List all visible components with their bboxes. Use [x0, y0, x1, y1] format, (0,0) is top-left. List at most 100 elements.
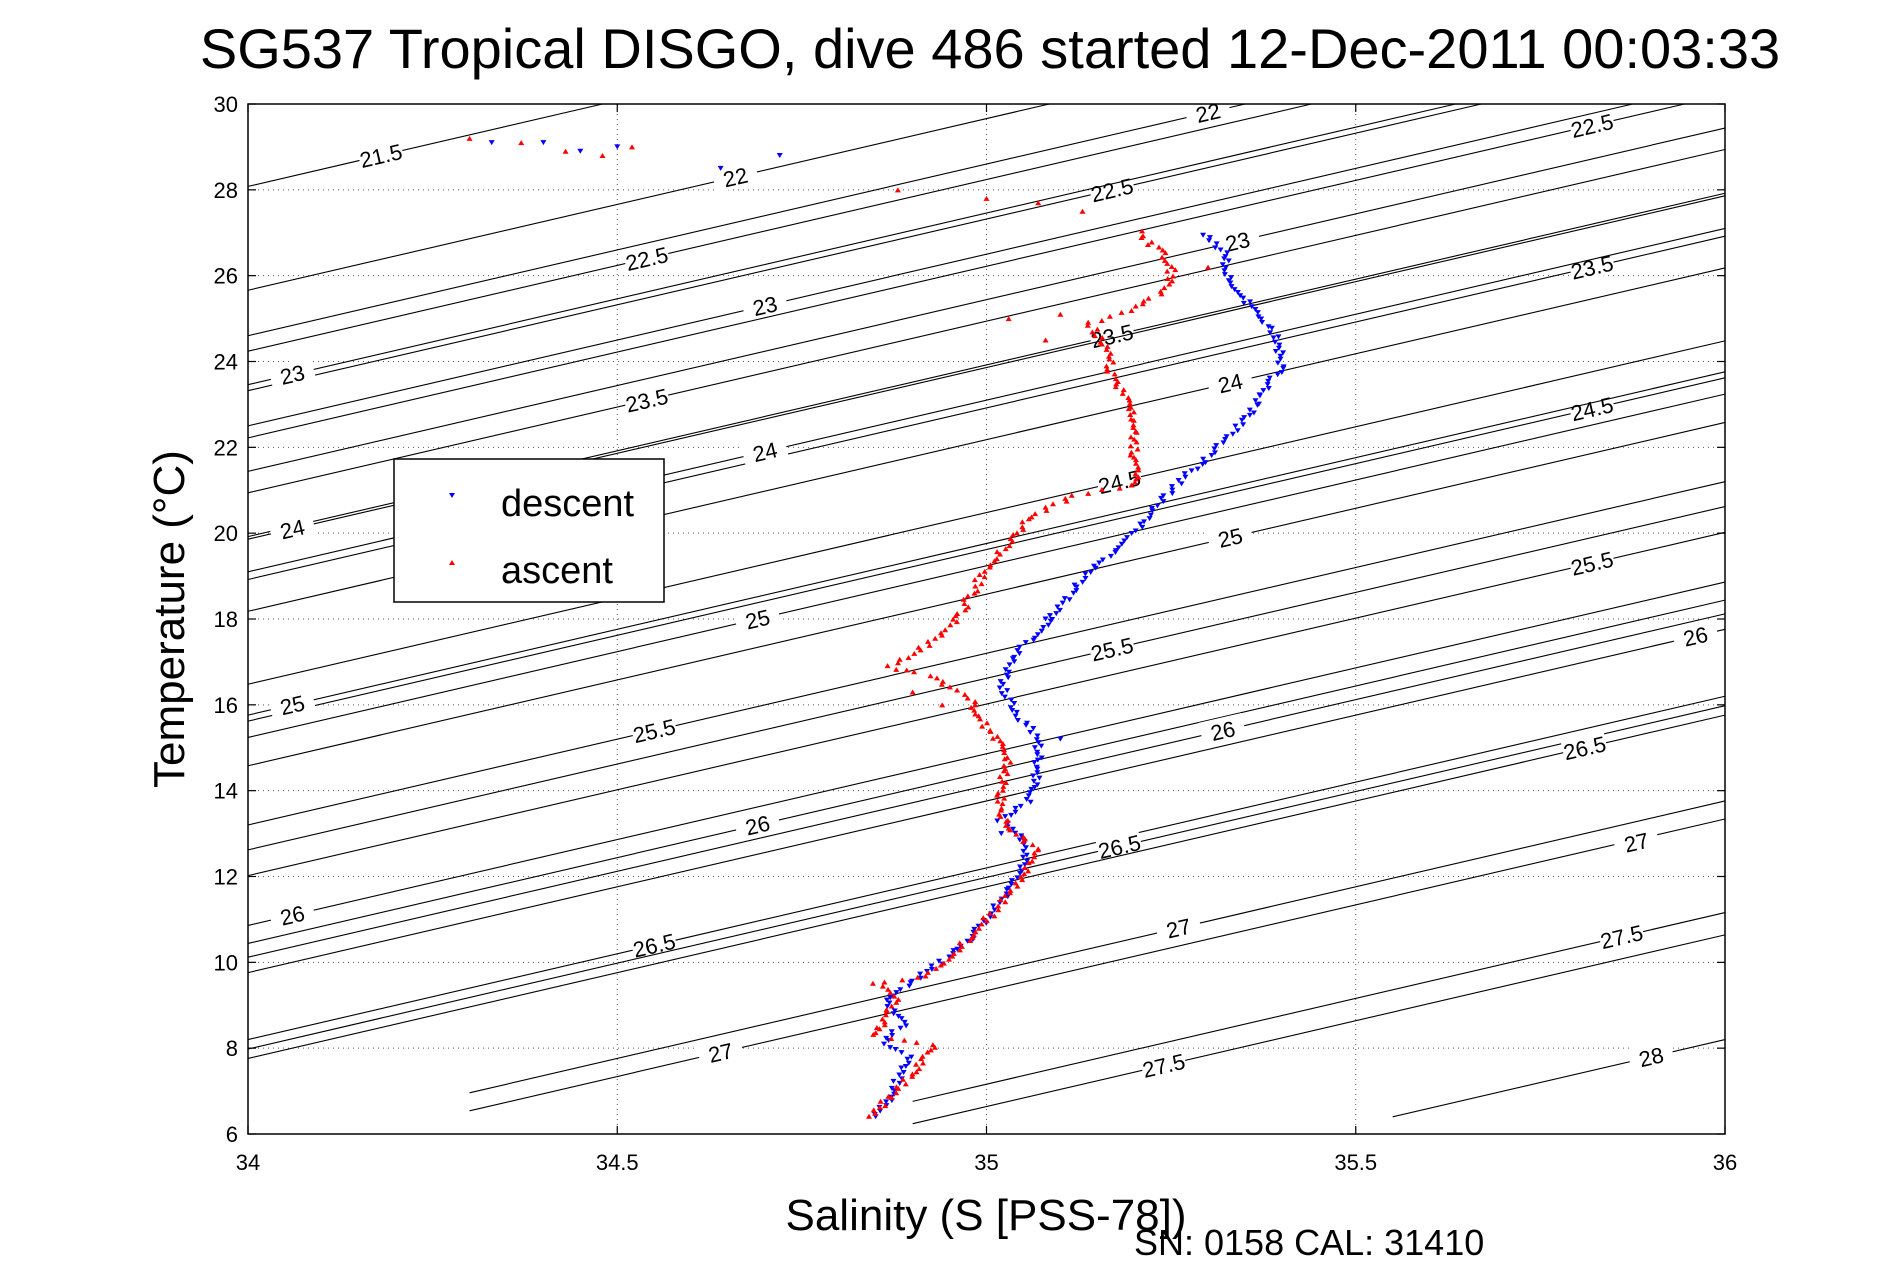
descent-point	[1213, 443, 1220, 449]
ascent-point	[1098, 317, 1105, 323]
ascent-point	[884, 663, 891, 669]
ascent-point	[1112, 384, 1119, 390]
descent-point	[1024, 858, 1031, 864]
ascent-point	[1125, 394, 1132, 400]
ascent-point	[937, 962, 944, 968]
ascent-point	[1012, 880, 1019, 886]
ascent-point	[1110, 359, 1117, 365]
ascent-point	[1106, 356, 1113, 362]
ascent-point	[1139, 301, 1146, 307]
ascent-point	[1159, 254, 1166, 260]
descent-point	[997, 679, 1004, 685]
ascent-point	[996, 773, 1003, 779]
descent-point	[1232, 423, 1239, 429]
descent-point	[1141, 519, 1148, 525]
ascent-point	[1002, 766, 1009, 772]
y-tick-label: 16	[214, 693, 238, 718]
descent-point	[1132, 528, 1139, 534]
ascent-point	[1140, 233, 1147, 239]
ascent-point	[1025, 860, 1032, 866]
descent-point	[1028, 786, 1035, 792]
descent-point	[1277, 353, 1284, 359]
ascent-point	[995, 903, 1002, 909]
ascent-point	[1043, 507, 1050, 513]
ascent-point	[1004, 754, 1011, 760]
y-tick-label: 14	[214, 779, 238, 804]
ascent-point	[920, 1060, 927, 1066]
descent-point	[1169, 487, 1176, 493]
ascent-point	[1127, 443, 1134, 449]
ascent-point	[916, 1066, 923, 1072]
ascent-point	[927, 1047, 934, 1053]
density-contour-line	[247, 714, 1726, 1060]
ascent-point	[1116, 485, 1123, 491]
contour-label: 22	[721, 162, 751, 192]
y-tick-label: 22	[214, 435, 238, 460]
ascent-point	[1035, 846, 1042, 852]
ascent-point	[954, 687, 961, 693]
ascent-point	[879, 983, 886, 989]
ascent-point	[954, 610, 961, 616]
descent-point	[1146, 516, 1153, 522]
ascent-point	[1131, 479, 1138, 485]
ascent-point	[1009, 538, 1016, 544]
ascent-point	[1010, 532, 1017, 538]
descent-point	[1096, 560, 1103, 566]
descent-point	[1228, 284, 1235, 290]
contour-label: 25	[743, 605, 773, 635]
ascent-point	[999, 743, 1006, 749]
ascent-point	[1132, 471, 1139, 477]
ascent-point	[1126, 397, 1133, 403]
descent-point	[1009, 826, 1016, 832]
contour-label-mask	[1597, 918, 1646, 953]
ascent-point	[1005, 825, 1012, 831]
descent-point	[917, 971, 924, 977]
descent-point	[950, 948, 957, 954]
contour-label-mask	[696, 1034, 745, 1069]
contour-label: 22	[1193, 98, 1223, 128]
contour-label: 27	[1622, 828, 1652, 858]
descent-point	[1160, 499, 1167, 505]
descent-point	[1280, 350, 1287, 356]
legend-label-descent: descent	[501, 483, 635, 525]
contour-label: 24	[750, 437, 780, 467]
ascent-point	[891, 993, 898, 999]
descent-point	[1123, 535, 1130, 541]
contour-label-mask	[1087, 631, 1136, 665]
ascent-point	[979, 723, 986, 729]
ascent-point	[995, 790, 1002, 796]
ascent-point	[946, 956, 953, 962]
ascent-point	[901, 1037, 908, 1043]
ascent-point	[1107, 350, 1114, 356]
descent-point	[1070, 590, 1077, 596]
descent-point	[1012, 830, 1019, 836]
density-contour-line	[247, 148, 1726, 494]
descent-point	[1034, 733, 1041, 739]
descent-point	[1016, 644, 1023, 650]
descent-point	[883, 997, 890, 1003]
ascent-point	[983, 918, 990, 924]
ascent-point	[518, 140, 525, 146]
ascent-point	[1111, 371, 1118, 377]
descent-point	[896, 1080, 903, 1086]
ascent-point	[1135, 464, 1142, 470]
contour-label-mask	[267, 687, 317, 721]
ascent-point	[1042, 504, 1049, 510]
contour-label-mask	[1095, 464, 1144, 498]
contour-label-mask	[1205, 365, 1255, 399]
ascent-point	[932, 635, 939, 641]
ascent-point	[1091, 333, 1098, 339]
ascent-point	[1001, 756, 1008, 762]
ascent-point	[1120, 387, 1127, 393]
ascent-point	[913, 1061, 920, 1067]
descent-point	[1008, 881, 1015, 887]
ascent-point	[987, 727, 994, 733]
ascent-point	[1099, 335, 1106, 341]
ascent-point	[961, 601, 968, 607]
contour-label-mask	[1567, 249, 1616, 283]
x-tick-label: 34	[236, 1150, 260, 1175]
descent-point	[1012, 805, 1019, 811]
contour-label: 28	[1637, 1042, 1667, 1072]
legend-label-ascent: ascent	[501, 550, 613, 592]
ascent-point	[1161, 257, 1168, 263]
